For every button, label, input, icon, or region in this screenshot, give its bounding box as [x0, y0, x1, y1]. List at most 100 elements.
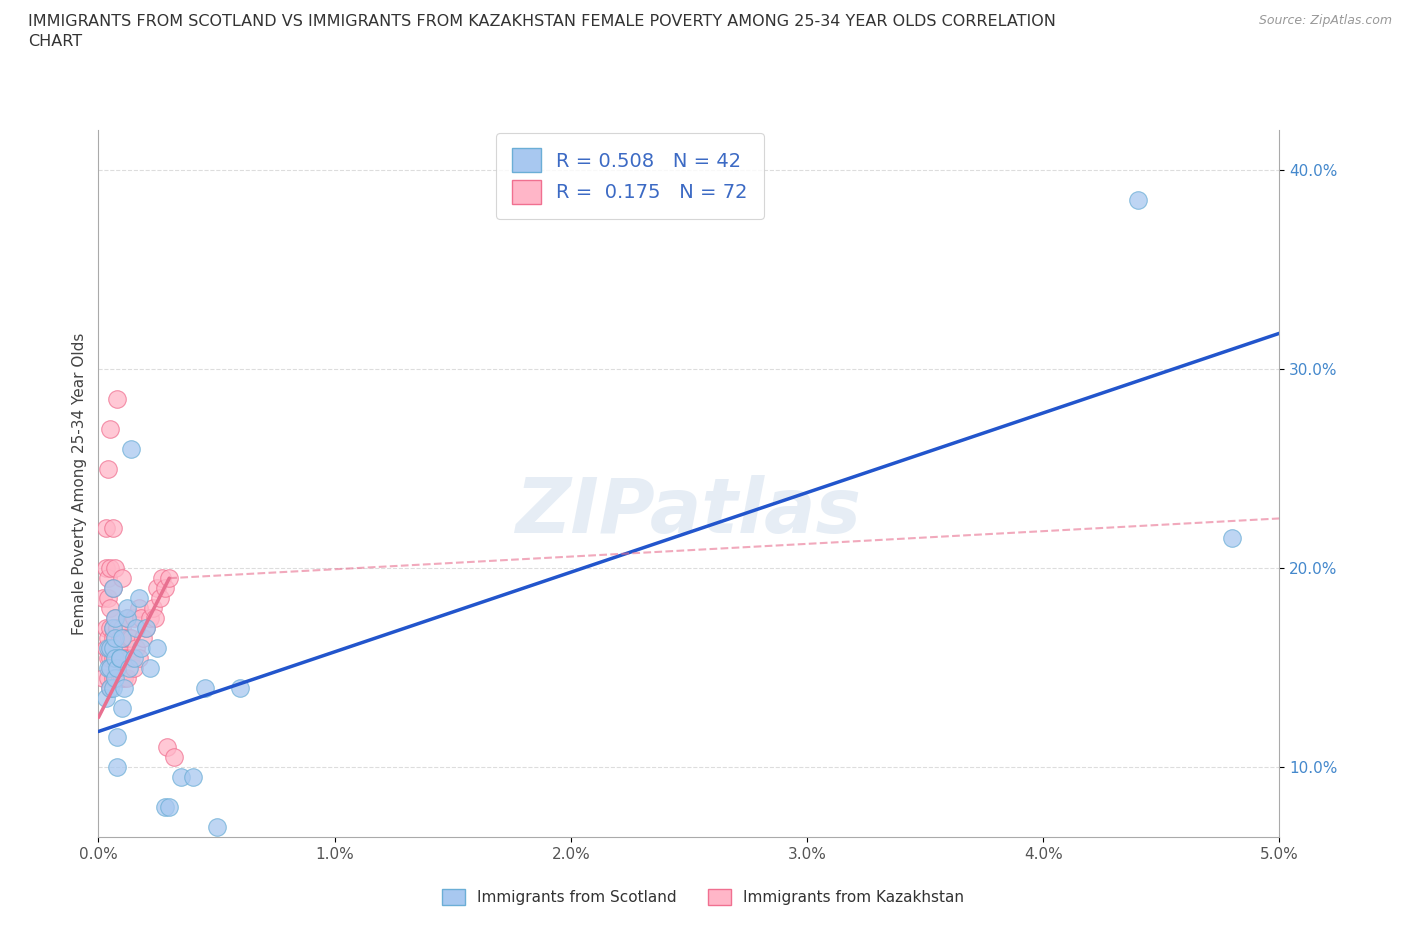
- Point: [111, 700, 134, 715]
- Point: [112, 680, 135, 695]
- Point: [146, 641, 169, 656]
- Point: [111, 571, 134, 586]
- Point: [121, 650, 143, 665]
- Point: [115, 601, 138, 616]
- Y-axis label: Female Poverty Among 25-34 Year Olds: Female Poverty Among 25-34 Year Olds: [72, 332, 87, 635]
- Point: [115, 611, 138, 626]
- Point: [97, 650, 120, 665]
- Point: [94, 641, 117, 656]
- Point: [97, 461, 120, 476]
- Point: [101, 521, 124, 536]
- Point: [229, 680, 252, 695]
- Point: [97, 660, 120, 675]
- Point: [128, 591, 150, 605]
- Point: [104, 561, 127, 576]
- Point: [135, 620, 157, 635]
- Point: [98, 561, 121, 576]
- Point: [98, 601, 121, 616]
- Point: [122, 611, 145, 626]
- Point: [98, 421, 121, 436]
- Point: [101, 580, 124, 595]
- Point: [104, 650, 127, 665]
- Point: [105, 730, 128, 745]
- Point: [153, 800, 176, 815]
- Point: [104, 631, 127, 645]
- Point: [129, 611, 152, 626]
- Legend: Immigrants from Scotland, Immigrants from Kazakhstan: Immigrants from Scotland, Immigrants fro…: [434, 882, 972, 913]
- Point: [105, 620, 128, 635]
- Point: [97, 641, 120, 656]
- Point: [122, 660, 145, 675]
- Point: [1126, 193, 1149, 207]
- Point: [98, 620, 121, 635]
- Point: [97, 631, 120, 645]
- Point: [98, 660, 121, 675]
- Point: [101, 650, 124, 665]
- Point: [122, 650, 145, 665]
- Point: [104, 611, 127, 626]
- Point: [94, 561, 117, 576]
- Point: [101, 580, 124, 595]
- Point: [104, 631, 127, 645]
- Point: [115, 611, 138, 626]
- Point: [98, 680, 121, 695]
- Point: [108, 650, 131, 665]
- Point: [112, 631, 135, 645]
- Point: [94, 521, 117, 536]
- Point: [94, 690, 117, 705]
- Point: [104, 671, 127, 685]
- Point: [135, 620, 157, 635]
- Point: [105, 641, 128, 656]
- Point: [157, 571, 180, 586]
- Point: [121, 631, 143, 645]
- Point: [194, 680, 217, 695]
- Point: [163, 750, 186, 764]
- Point: [105, 392, 128, 406]
- Point: [205, 819, 228, 834]
- Point: [111, 671, 134, 685]
- Point: [118, 631, 141, 645]
- Point: [128, 650, 150, 665]
- Point: [142, 601, 165, 616]
- Point: [101, 631, 124, 645]
- Point: [146, 580, 169, 595]
- Point: [153, 580, 176, 595]
- Point: [98, 680, 121, 695]
- Point: [104, 611, 127, 626]
- Point: [118, 660, 141, 675]
- Text: IMMIGRANTS FROM SCOTLAND VS IMMIGRANTS FROM KAZAKHSTAN FEMALE POVERTY AMONG 25-3: IMMIGRANTS FROM SCOTLAND VS IMMIGRANTS F…: [28, 14, 1056, 48]
- Point: [105, 660, 128, 675]
- Point: [108, 671, 131, 685]
- Point: [111, 650, 134, 665]
- Point: [139, 660, 162, 675]
- Text: Source: ZipAtlas.com: Source: ZipAtlas.com: [1258, 14, 1392, 27]
- Point: [139, 611, 162, 626]
- Point: [105, 671, 128, 685]
- Point: [150, 571, 173, 586]
- Point: [108, 631, 131, 645]
- Point: [128, 601, 150, 616]
- Point: [101, 641, 124, 656]
- Point: [105, 760, 128, 775]
- Point: [112, 650, 135, 665]
- Point: [149, 591, 172, 605]
- Point: [97, 671, 120, 685]
- Point: [101, 620, 124, 635]
- Point: [129, 641, 152, 656]
- Point: [104, 650, 127, 665]
- Legend: R = 0.508   N = 42, R =  0.175   N = 72: R = 0.508 N = 42, R = 0.175 N = 72: [496, 133, 763, 219]
- Point: [181, 770, 204, 785]
- Point: [101, 680, 124, 695]
- Point: [98, 660, 121, 675]
- Point: [143, 611, 166, 626]
- Point: [111, 641, 134, 656]
- Point: [112, 671, 135, 685]
- Point: [111, 620, 134, 635]
- Point: [91, 671, 114, 685]
- Point: [115, 671, 138, 685]
- Point: [98, 641, 121, 656]
- Point: [170, 770, 193, 785]
- Point: [98, 650, 121, 665]
- Point: [157, 800, 180, 815]
- Point: [111, 631, 134, 645]
